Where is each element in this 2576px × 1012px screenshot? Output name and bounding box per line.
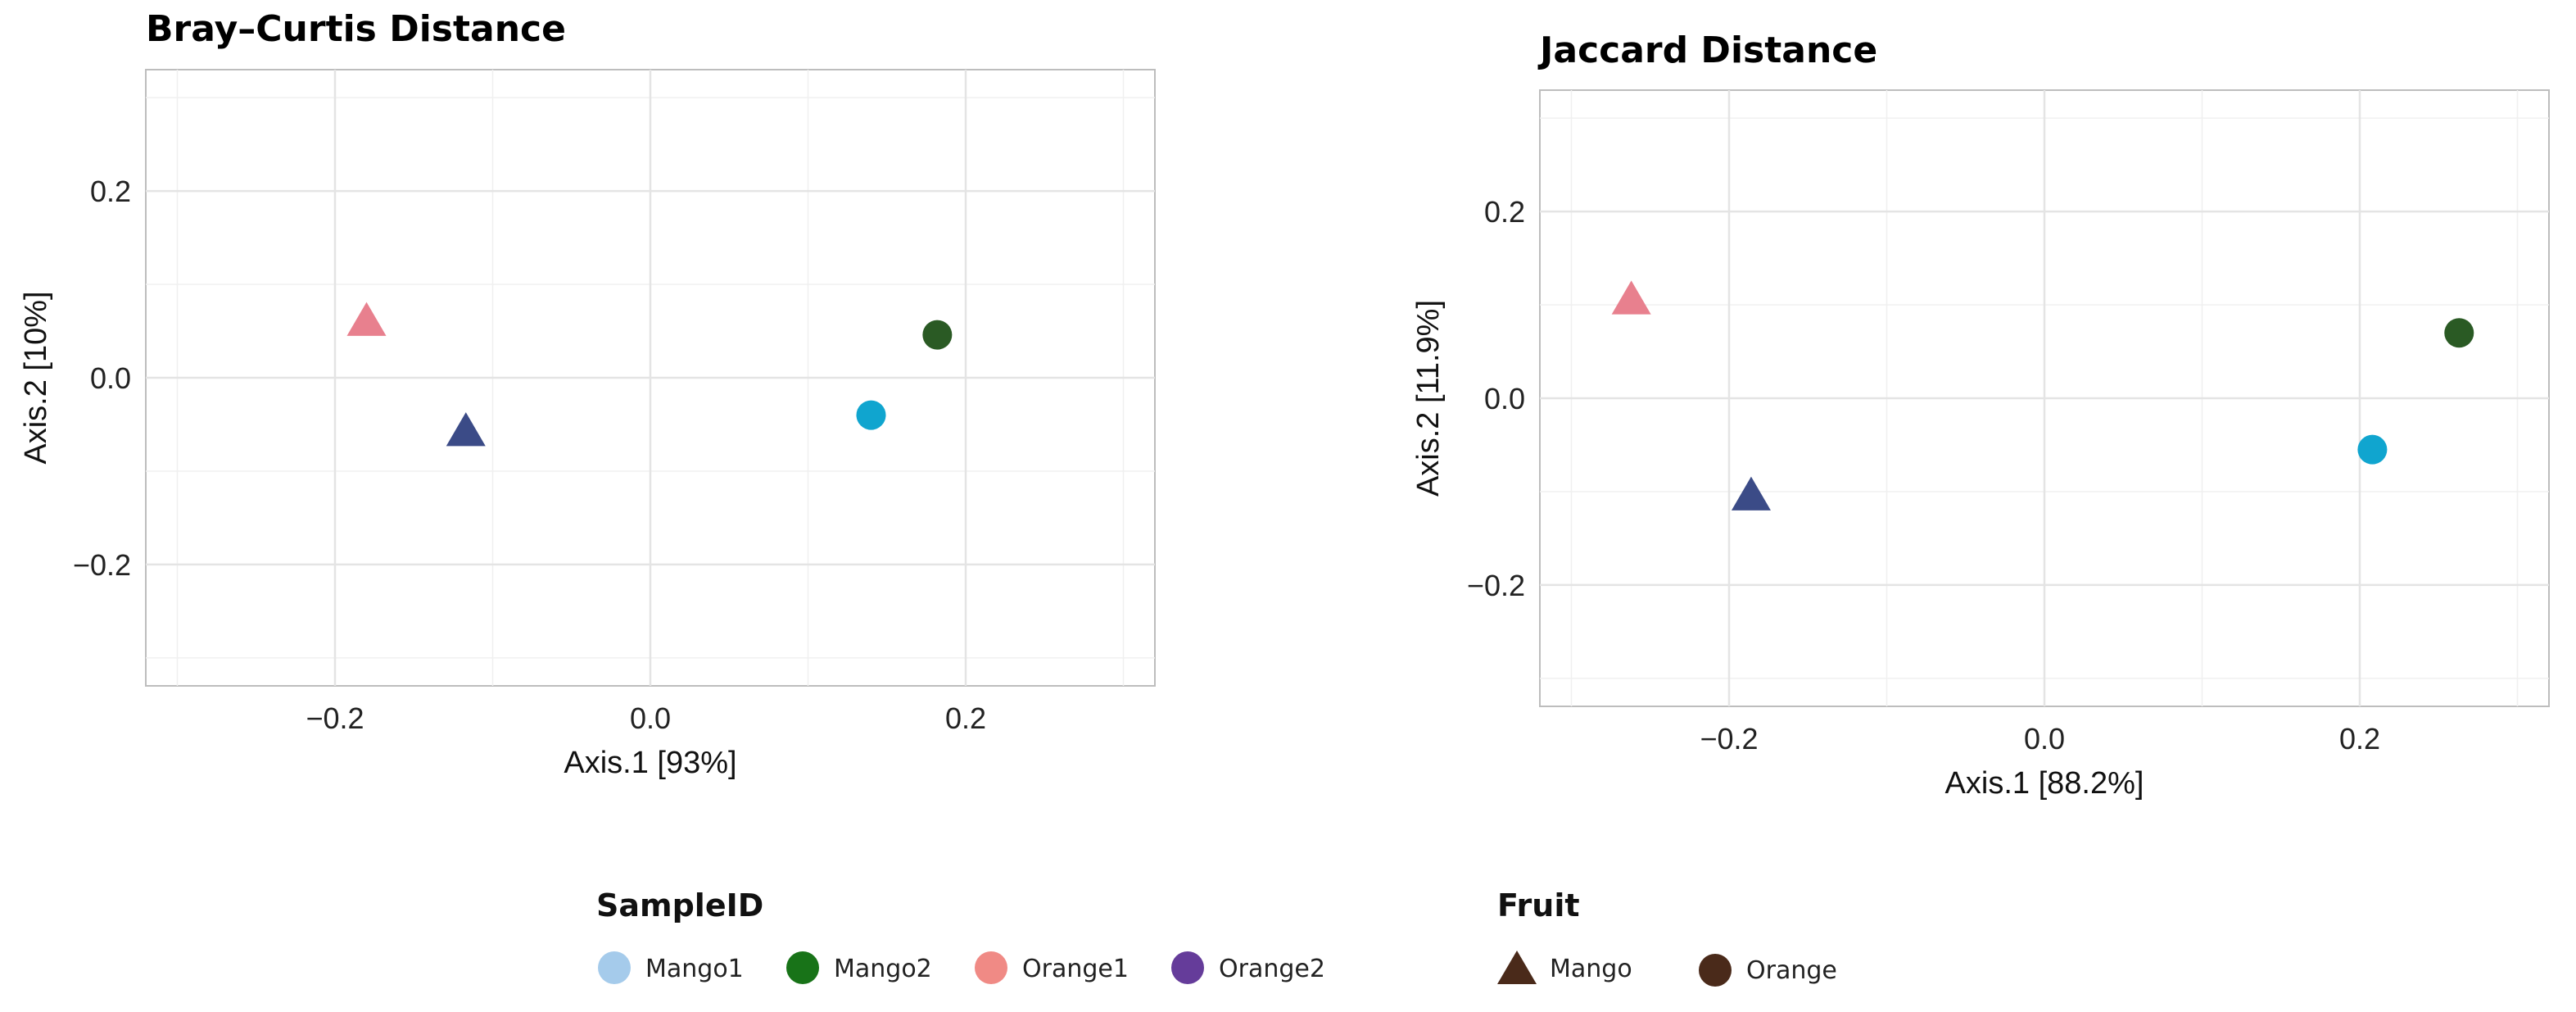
legend-swatch-mango-triangle [1497,951,1537,984]
y-tick-label: −0.2 [73,548,131,582]
y-tick-label: 0.0 [1484,382,1525,415]
gridlines [1540,90,2549,706]
jaccard-panel: Jaccard Distance −0.2 0.0 0.2 −0.2 0.0 0.2 A… [1411,29,2550,801]
legend-swatch-orange-circle [1699,954,1732,987]
gridlines [146,70,1155,686]
point-orange1 [346,302,387,336]
x-tick-labels: −0.2 0.0 0.2 [306,701,986,735]
point-orange2 [446,412,486,447]
y-tick-labels: −0.2 0.0 0.2 [73,175,131,582]
y-axis-label: Axis.2 [11.9%] [1411,300,1446,497]
x-axis-label: Axis.1 [93%] [564,746,736,780]
point-mango1 [856,400,886,430]
x-axis-label: Axis.1 [88.2%] [1945,766,2144,801]
x-tick-label: −0.2 [306,701,364,735]
x-tick-label: 0.2 [945,701,986,735]
point-mango2 [922,320,953,350]
legend-label-mango2: Mango2 [834,955,932,983]
x-tick-label: 0.2 [2339,722,2380,756]
legend-label-mango: Mango [1550,955,1632,983]
data-points [1611,280,2474,511]
legend-swatch-mango2 [786,951,819,984]
legend-label-orange1: Orange1 [1022,955,1129,983]
legend-swatch-mango1 [598,951,631,984]
x-tick-label: 0.0 [630,701,671,735]
legend-title: SampleID [596,887,763,924]
point-mango1 [2357,434,2388,465]
bray-curtis-panel: Bray–Curtis Distance −0.2 0.0 0.2 −0.2 0.0 0… [19,8,1156,780]
legend-label-orange: Orange [1746,956,1837,985]
legend-label-mango1: Mango1 [645,955,744,983]
y-tick-label: −0.2 [1467,569,1525,602]
y-tick-label: 0.2 [90,175,131,208]
chart-title: Jaccard Distance [1537,29,1877,71]
x-tick-label: 0.0 [2024,722,2065,756]
point-orange1 [1611,280,1651,315]
legend-fruit: Fruit Mango Orange [1497,887,1837,987]
legend-swatch-orange1 [975,951,1007,984]
y-tick-label: 0.2 [1484,195,1525,229]
y-tick-labels: −0.2 0.0 0.2 [1467,195,1525,602]
legend-sampleid: SampleID Mango1 Mango2 Orange1 Orange2 [596,887,1325,984]
legend-title: Fruit [1497,887,1580,924]
point-orange2 [1731,476,1771,511]
data-points [346,302,953,447]
x-tick-label: −0.2 [1700,722,1758,756]
point-mango2 [2444,318,2474,348]
y-axis-label: Axis.2 [10%] [19,291,53,464]
y-tick-label: 0.0 [90,361,131,395]
x-tick-labels: −0.2 0.0 0.2 [1700,722,2380,756]
legend-label-orange2: Orange2 [1219,955,1325,983]
chart-title: Bray–Curtis Distance [146,8,566,50]
legend-swatch-orange2 [1171,951,1204,984]
